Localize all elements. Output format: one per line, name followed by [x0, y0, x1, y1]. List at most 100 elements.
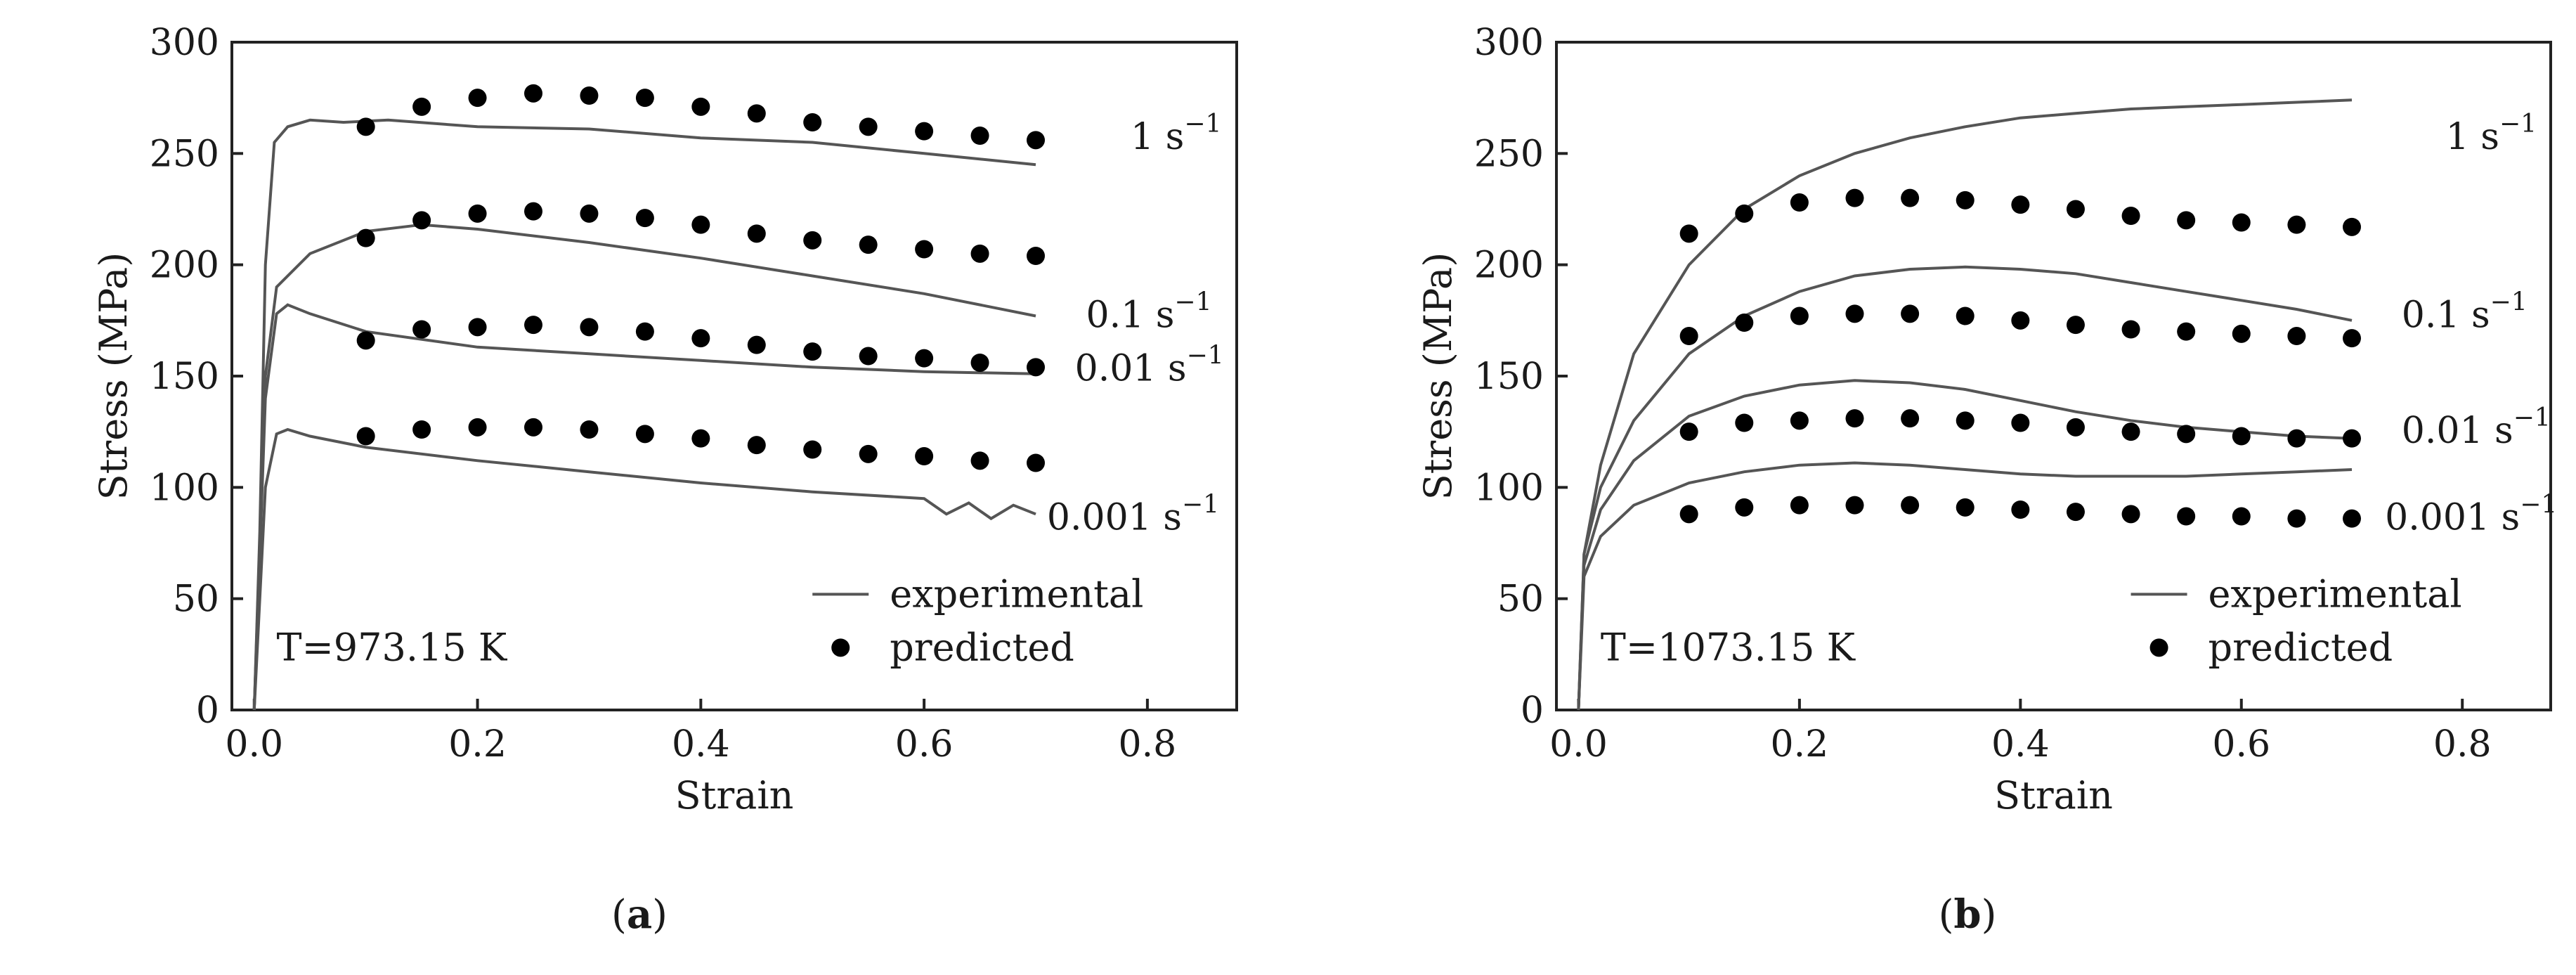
y-axis-label: Stress (MPa)	[1416, 252, 1460, 501]
predicted-point	[2343, 217, 2361, 236]
x-tick-label: 0.8	[1119, 723, 1177, 766]
predicted-point	[2343, 429, 2361, 448]
y-tick-label: 250	[1474, 133, 1544, 175]
predicted-point	[1845, 304, 1864, 323]
predicted-point	[2232, 427, 2251, 446]
predicted-point	[1679, 327, 1698, 345]
predicted-point	[2343, 329, 2361, 348]
x-tick-label: 0.0	[225, 723, 283, 766]
strain-rate-label: 0.001 s−1	[2385, 491, 2557, 539]
predicted-point	[2011, 311, 2030, 330]
predicted-point	[1956, 411, 1975, 430]
experimental-line	[1577, 379, 2353, 711]
predicted-point	[1735, 314, 1754, 332]
strain-rate-label: 0.1 s−1	[1086, 288, 1212, 336]
predicted-point	[356, 427, 375, 446]
y-tick-label: 300	[150, 22, 219, 64]
temperature-label: T=973.15 K	[277, 625, 508, 669]
predicted-point	[635, 322, 654, 341]
predicted-point	[2177, 507, 2196, 526]
predicted-point	[915, 122, 934, 141]
x-tick-label: 0.2	[1771, 723, 1829, 766]
y-tick-label: 50	[1497, 579, 1544, 621]
experimental-line	[1577, 461, 2353, 711]
strain-rate-label: 1 s−1	[1131, 110, 1221, 158]
y-axis-label: Stress (MPa)	[91, 252, 136, 501]
x-tick-label: 0.8	[2433, 723, 2492, 766]
x-tick-label: 0.2	[448, 723, 507, 766]
predicted-point	[2121, 422, 2140, 441]
predicted-point	[1901, 409, 1920, 428]
y-tick-label: 150	[1474, 356, 1544, 398]
predicted-point	[468, 418, 487, 437]
predicted-point	[524, 418, 542, 437]
y-tick-label: 100	[1474, 467, 1544, 509]
predicted-point	[2066, 316, 2085, 335]
legend-predicted-swatch	[831, 638, 850, 657]
experimental-line	[252, 118, 1036, 711]
predicted-point	[2287, 429, 2306, 448]
legend-predicted-label: predicted	[890, 625, 1074, 669]
predicted-point	[859, 235, 878, 254]
x-axis-label: Strain	[675, 773, 794, 818]
strain-rate-label: 0.1 s−1	[2402, 288, 2528, 336]
temperature-label: T=1073.15 K	[1601, 625, 1856, 669]
predicted-point	[1956, 306, 1975, 325]
predicted-point	[915, 349, 934, 368]
predicted-point	[1956, 191, 1975, 209]
predicted-point	[412, 211, 431, 230]
predicted-point	[747, 224, 766, 243]
predicted-point	[412, 97, 431, 116]
predicted-point	[1790, 193, 1809, 212]
predicted-point	[1845, 409, 1864, 428]
predicted-point	[1027, 453, 1045, 472]
predicted-point	[691, 97, 710, 116]
predicted-point	[1027, 131, 1045, 150]
predicted-point	[1735, 498, 1754, 517]
x-tick-label: 0.0	[1549, 723, 1608, 766]
predicted-point	[1901, 188, 1920, 207]
predicted-point	[1027, 358, 1045, 377]
y-tick-label: 200	[150, 245, 219, 287]
predicted-point	[859, 117, 878, 136]
predicted-point	[859, 347, 878, 366]
predicted-point	[747, 335, 766, 354]
y-tick-label: 150	[150, 356, 219, 398]
strain-rate-label: 0.01 s−1	[1075, 341, 1224, 389]
y-tick-label: 0	[1521, 690, 1544, 732]
y-tick-label: 50	[173, 579, 219, 621]
predicted-point	[859, 444, 878, 463]
predicted-point	[2066, 418, 2085, 437]
predicted-point	[1679, 505, 1698, 524]
y-tick-label: 300	[1474, 22, 1544, 64]
predicted-point	[2232, 324, 2251, 343]
y-tick-label: 250	[150, 133, 219, 175]
y-tick-label: 100	[150, 467, 219, 509]
x-axis-label: Strain	[1994, 773, 2113, 818]
predicted-point	[1901, 304, 1920, 323]
predicted-point	[1790, 496, 1809, 515]
predicted-point	[580, 204, 599, 223]
experimental-line	[1577, 98, 2353, 711]
predicted-point	[524, 84, 542, 103]
legend-predicted-swatch	[2149, 638, 2168, 657]
predicted-point	[635, 209, 654, 228]
legend-predicted-label: predicted	[2209, 625, 2393, 669]
legend-experimental-label: experimental	[2209, 572, 2462, 616]
predicted-point	[2011, 501, 2030, 519]
predicted-point	[970, 127, 989, 145]
predicted-point	[2177, 322, 2196, 341]
predicted-point	[580, 86, 599, 105]
x-tick-label: 0.4	[672, 723, 730, 766]
predicted-point	[2343, 509, 2361, 528]
predicted-point	[691, 329, 710, 348]
predicted-point	[970, 451, 989, 470]
predicted-point	[970, 354, 989, 372]
predicted-point	[970, 244, 989, 263]
predicted-point	[1027, 247, 1045, 265]
predicted-point	[2232, 507, 2251, 526]
predicted-point	[2121, 320, 2140, 339]
predicted-point	[2121, 207, 2140, 225]
chart-panel-b: 0 50 100 150 200 250 300 0.0 0.2 0.4 0.6 0.8 1 s−1 0.…	[1416, 22, 2557, 938]
predicted-point	[524, 316, 542, 335]
